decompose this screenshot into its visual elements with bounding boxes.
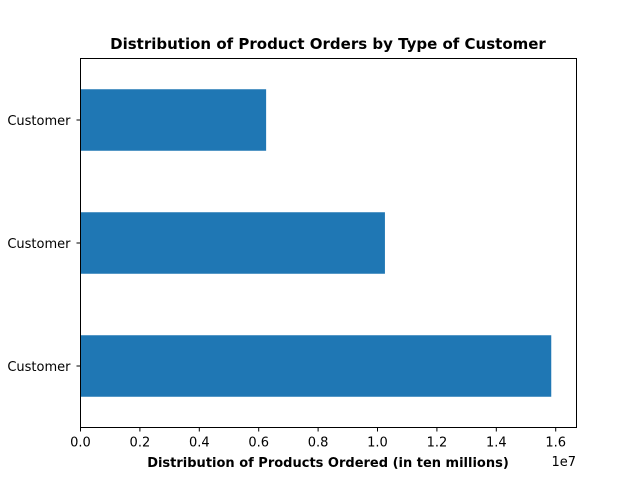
x-tick-label-0: 0.0 <box>70 436 91 451</box>
bar-2 <box>80 89 267 151</box>
x-ticks-group: 0.0 0.2 0.4 0.6 0.8 1.0 1.2 1.4 1.6 <box>70 427 566 451</box>
chart-title: Distribution of Product Orders by Type o… <box>110 35 546 53</box>
y-ticks-group: Customer Customer Customer <box>7 114 81 375</box>
plot-frame <box>80 58 577 428</box>
y-tick-label-0: Customer <box>7 360 71 375</box>
bar-1 <box>80 212 385 274</box>
x-axis-label: Distribution of Products Ordered (in ten… <box>147 456 509 471</box>
x-tick-label-4: 0.8 <box>308 436 329 451</box>
y-tick-label-2: Customer <box>7 114 71 129</box>
bar-0 <box>80 335 552 397</box>
x-tick-label-7: 1.4 <box>486 436 507 451</box>
y-tick-label-1: Customer <box>7 237 71 252</box>
x-tick-label-2: 0.4 <box>189 436 210 451</box>
x-offset-label: 1e7 <box>551 455 576 470</box>
bars-group <box>80 89 552 397</box>
x-tick-label-1: 0.2 <box>130 436 151 451</box>
x-tick-label-5: 1.0 <box>367 436 388 451</box>
x-tick-label-6: 1.2 <box>427 436 448 451</box>
x-tick-label-8: 1.6 <box>545 436 566 451</box>
x-tick-label-3: 0.6 <box>248 436 269 451</box>
